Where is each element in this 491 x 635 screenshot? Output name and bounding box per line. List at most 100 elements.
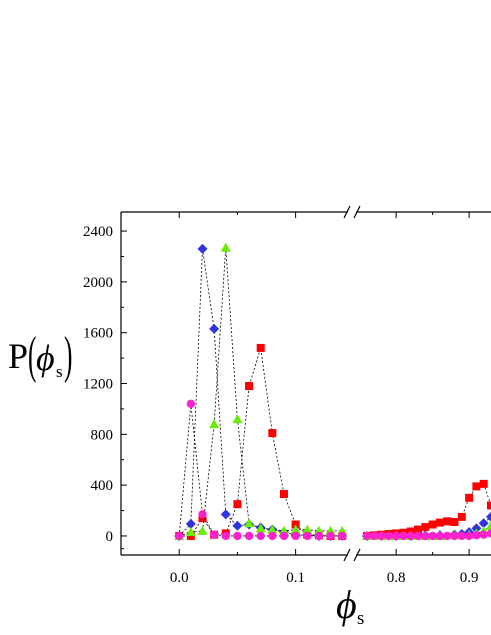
data-point-circle xyxy=(457,531,467,541)
data-point-circle xyxy=(406,531,415,541)
data-point-circle xyxy=(337,531,347,541)
data-point-square xyxy=(268,429,277,438)
y-tick-label: 1200 xyxy=(83,377,113,393)
data-point-square xyxy=(457,512,466,521)
data-point-triangle xyxy=(255,523,266,533)
data-point-circle xyxy=(472,531,481,540)
data-point-circle xyxy=(291,531,300,541)
data-point-square xyxy=(414,525,423,534)
axis-break-slash xyxy=(353,548,361,562)
data-point-square xyxy=(435,518,444,527)
series-diamond-line xyxy=(178,248,343,537)
series-square xyxy=(175,343,491,540)
data-point-circle xyxy=(486,529,491,538)
series-square-line xyxy=(179,347,343,537)
data-point-circle xyxy=(479,530,488,539)
series-triangle-line xyxy=(179,247,343,537)
data-point-square xyxy=(472,482,481,491)
y-axis-ticks: 0 400 800 1200 1600 2000 2400 xyxy=(83,224,127,550)
y-axis-title-rparen: ) xyxy=(64,326,72,383)
data-point-triangle xyxy=(232,414,243,424)
data-point-square xyxy=(233,500,242,509)
data-point-square xyxy=(450,517,459,526)
data-point-triangle xyxy=(302,524,313,534)
series-circle xyxy=(175,399,491,541)
data-point-square xyxy=(256,343,265,352)
data-point-circle xyxy=(256,531,265,541)
axis-break-gap xyxy=(348,204,356,220)
x-axis-ticks: 0.0 0.1 0.8 0.9 xyxy=(120,212,479,586)
data-point-circle xyxy=(413,531,423,541)
data-point-diamond xyxy=(220,509,231,520)
data-point-square xyxy=(279,490,288,499)
x-tick-label: 0.1 xyxy=(286,570,305,586)
x-axis-title-subscript: s xyxy=(357,608,364,629)
axis-break-slash xyxy=(343,205,351,219)
y-axis-title-lparen: ( xyxy=(28,326,36,383)
data-point-circle xyxy=(464,531,474,541)
axis-break-slash xyxy=(343,548,351,562)
data-point-diamond xyxy=(471,523,482,534)
data-point-triangle xyxy=(197,525,208,535)
data-point-circle xyxy=(421,531,430,541)
data-point-circle xyxy=(428,531,437,541)
x-axis-title-symbol: ϕ xyxy=(336,582,357,627)
data-point-triangle xyxy=(486,520,491,530)
data-point-circle xyxy=(186,399,196,409)
data-point-circle xyxy=(326,531,335,541)
y-tick-label: 1600 xyxy=(83,326,113,342)
data-point-circle xyxy=(221,531,230,541)
data-point-circle xyxy=(384,531,394,541)
data-point-triangle xyxy=(220,242,231,252)
y-tick-label: 2000 xyxy=(83,275,113,291)
data-point-diamond xyxy=(478,518,489,529)
data-point-circle xyxy=(198,510,207,519)
data-point-circle xyxy=(233,531,242,541)
data-point-triangle xyxy=(244,518,255,528)
data-point-square xyxy=(245,382,254,391)
data-point-triangle xyxy=(290,524,301,534)
axis-break-gap xyxy=(348,547,356,563)
x-tick-label: 0.9 xyxy=(460,570,479,586)
data-point-square xyxy=(465,493,474,502)
y-tick-label: 0 xyxy=(106,529,114,545)
x-tick-label: 0.8 xyxy=(387,570,406,586)
data-point-square xyxy=(443,517,452,526)
y-axis-title-main: P xyxy=(8,336,28,376)
data-point-circle xyxy=(268,531,277,541)
data-point-circle xyxy=(362,531,372,541)
series-diamond xyxy=(174,243,491,541)
y-axis-title-symbol: ϕ xyxy=(36,338,55,378)
data-point-triangle xyxy=(209,419,220,429)
data-point-circle xyxy=(443,531,452,541)
data-point-triangle xyxy=(267,524,278,534)
data-point-circle xyxy=(370,531,379,541)
data-point-circle xyxy=(314,531,324,541)
data-point-circle xyxy=(303,531,312,541)
data-point-circle xyxy=(450,531,459,541)
series-layer xyxy=(174,242,491,541)
data-point-circle xyxy=(209,530,219,539)
data-point-diamond xyxy=(185,518,196,529)
data-point-triangle xyxy=(185,527,196,537)
data-point-circle xyxy=(175,531,184,541)
data-point-square xyxy=(428,520,437,529)
axis-break-slash xyxy=(353,205,361,219)
data-point-circle xyxy=(244,531,254,541)
data-point-circle xyxy=(391,531,401,541)
data-point-square xyxy=(487,501,491,510)
data-point-diamond xyxy=(486,511,491,522)
series-triangle xyxy=(174,242,491,540)
y-axis-title-subscript: s xyxy=(56,362,63,381)
x-axis-title: ϕ s xyxy=(336,582,364,629)
data-point-square xyxy=(479,479,488,488)
data-point-square xyxy=(421,523,430,532)
y-tick-label: 800 xyxy=(91,427,114,443)
data-point-square xyxy=(291,520,300,529)
y-tick-label: 400 xyxy=(91,478,114,494)
data-point-circle xyxy=(279,531,289,541)
plot-frame xyxy=(120,211,491,556)
data-point-diamond xyxy=(232,520,243,531)
data-point-circle xyxy=(399,531,408,541)
